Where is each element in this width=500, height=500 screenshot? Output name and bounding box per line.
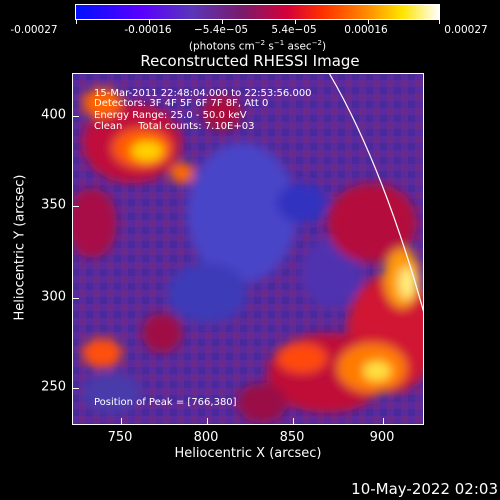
xtick-label: 900 [369, 430, 395, 445]
colorbar [75, 4, 440, 20]
annotation-peak: Position of Peak = [766,380] [94, 397, 237, 408]
colorbar-units: (photons cm−2 s−1 asec−2) [188, 39, 327, 53]
annotation-energy: Energy Range: 25.0 - 50.0 keV [94, 110, 247, 121]
x-axis-label: Heliocentric X (arcsec) [174, 446, 322, 461]
colorbar-ticks: -0.00027 -0.00016 −5.4e−05 5.4e−05 0.000… [0, 0, 500, 40]
xtick-label: 750 [107, 430, 133, 445]
colorbar-label-4: 0.00016 [344, 24, 388, 36]
ytick-label: 300 [41, 289, 66, 305]
xtick-label: 850 [279, 430, 305, 445]
y-axis-label: Heliocentric Y (arcsec) [12, 174, 28, 321]
colorbar-label-1: -0.00016 [124, 24, 172, 36]
colorbar-label-5: 0.00027 [444, 24, 488, 36]
rhessi-image [72, 73, 424, 425]
xtick-label: 800 [193, 430, 219, 445]
ytick-label: 350 [41, 197, 66, 213]
annotation-time-range: 15-Mar-2011 22:48:04.000 to 22:53:56.000 [94, 88, 312, 99]
image-title: Reconstructed RHESSI Image [140, 52, 360, 70]
solar-limb-line [328, 73, 424, 314]
colorbar-label-0: -0.00027 [10, 24, 58, 36]
render-timestamp: 10-May-2022 02:03 [351, 480, 498, 498]
annotation-method: Clean Total counts: 7.10E+03 [94, 121, 255, 132]
ytick-label: 400 [41, 107, 66, 123]
annotation-detectors: Detectors: 3F 4F 5F 6F 7F 8F, Att 0 [94, 98, 269, 109]
colorbar-label-3: 5.4e−05 [271, 24, 317, 36]
image-canvas [72, 73, 424, 425]
ytick-label: 250 [41, 379, 66, 395]
colorbar-label-2: −5.4e−05 [193, 24, 249, 36]
